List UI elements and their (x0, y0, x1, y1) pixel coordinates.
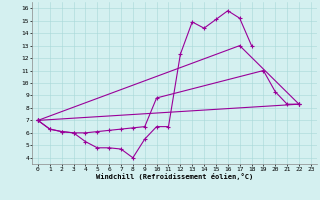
X-axis label: Windchill (Refroidissement éolien,°C): Windchill (Refroidissement éolien,°C) (96, 173, 253, 180)
